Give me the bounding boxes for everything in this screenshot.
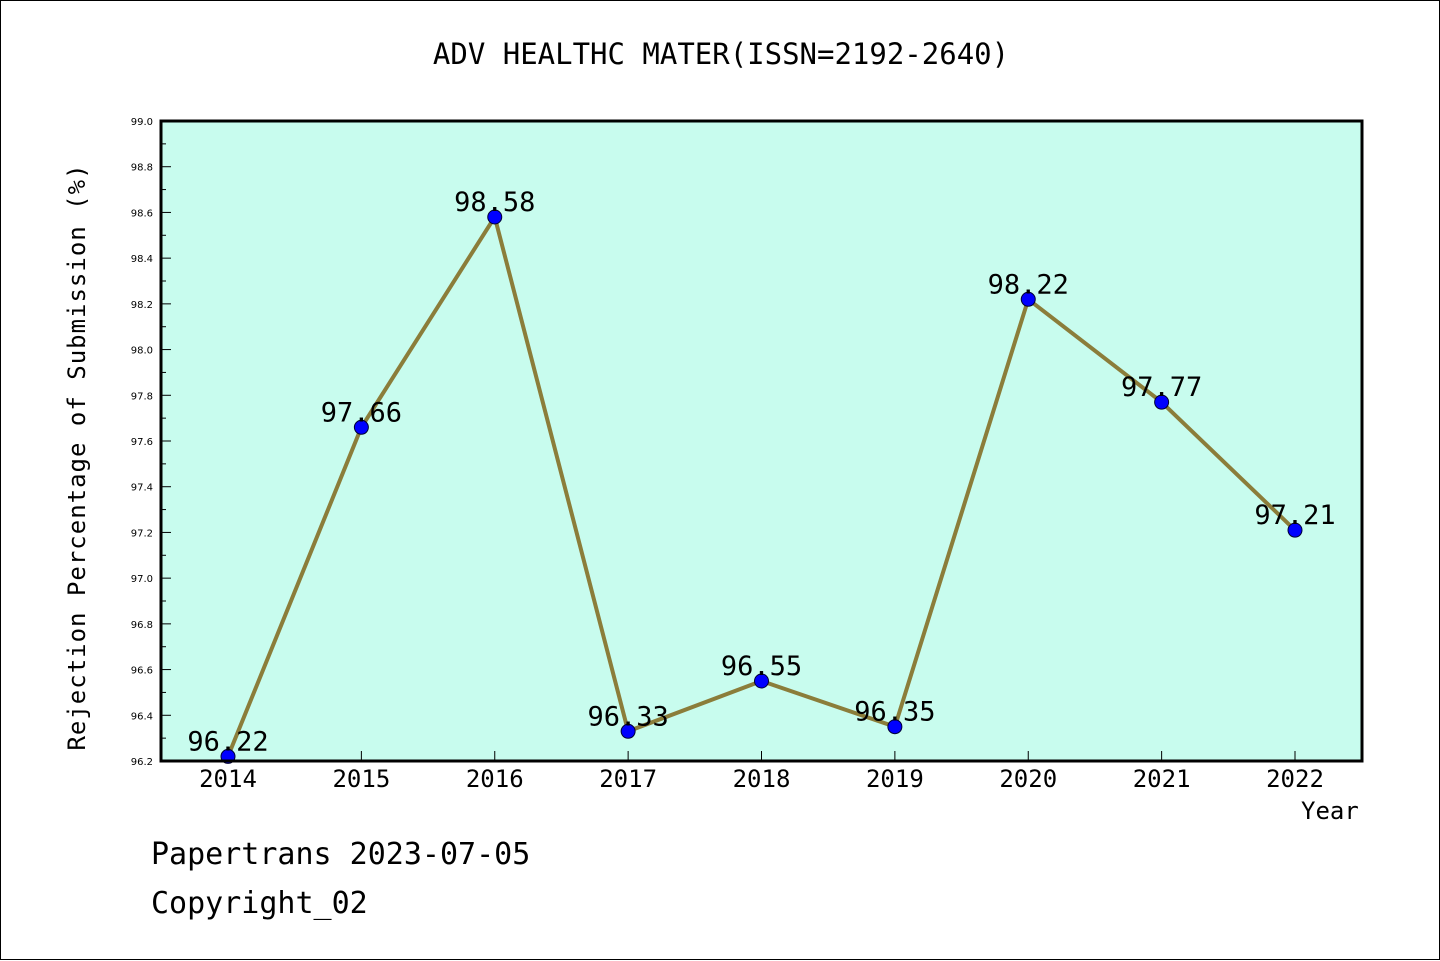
y-tick-label: 96.8 [131, 620, 153, 631]
x-tick-label: 2021 [1133, 765, 1191, 793]
data-point [487, 209, 503, 225]
data-label: 96.33 [587, 701, 668, 732]
plot-background [161, 121, 1362, 761]
data-point [1287, 522, 1303, 538]
y-tick-label: 97.8 [131, 391, 153, 402]
x-tick-label: 2022 [1266, 765, 1324, 793]
footer-date: Papertrans 2023-07-05 [151, 837, 531, 872]
y-tick-label: 97.4 [131, 483, 153, 494]
y-tick-label: 98.6 [131, 208, 153, 219]
plot-frame [159, 119, 1364, 763]
data-point [620, 723, 636, 739]
y-tick-label: 96.4 [131, 711, 153, 722]
x-tick-label: 2014 [199, 765, 257, 793]
data-point [754, 673, 769, 689]
chart-title: ADV HEALTHC MATER(ISSN=2192-2640) [432, 37, 1010, 71]
data-label: 97.77 [1121, 372, 1202, 403]
data-label: 97.66 [321, 397, 402, 428]
x-tick-label: 2015 [332, 765, 390, 793]
y-tick-label: 99.0 [131, 117, 153, 128]
y-tick-label: 97.6 [131, 437, 153, 448]
data-point [887, 719, 903, 735]
footer-copyright: Copyright_02 [151, 886, 368, 921]
y-tick-label: 96.2 [131, 757, 153, 768]
y-tick-label: 98.0 [131, 346, 153, 357]
data-point [1020, 291, 1036, 307]
data-label: 96.55 [721, 651, 802, 682]
x-tick-label: 2017 [599, 765, 657, 793]
y-tick-label: 96.6 [131, 666, 153, 677]
x-axis-label: Year [1301, 797, 1359, 825]
data-point [353, 419, 369, 435]
x-tick-label: 2020 [999, 765, 1057, 793]
data-label: 98.58 [454, 187, 535, 218]
data-point [1154, 394, 1170, 410]
data-label: 96.22 [187, 726, 268, 757]
x-tick-label: 2019 [866, 765, 924, 793]
y-tick-label: 97.0 [131, 574, 153, 585]
x-tick-label: 2018 [733, 765, 791, 793]
data-label: 97.21 [1254, 500, 1335, 531]
data-label: 98.22 [988, 269, 1069, 300]
y-tick-label: 98.2 [131, 300, 153, 311]
y-tick-label: 98.4 [131, 254, 153, 265]
x-tick-label: 2016 [466, 765, 524, 793]
y-tick-label: 98.8 [131, 163, 153, 174]
y-tick-label: 97.2 [131, 528, 153, 539]
y-axis-label: Rejection Percentage of Submission (%) [63, 163, 91, 751]
data-label: 96.35 [854, 697, 935, 728]
